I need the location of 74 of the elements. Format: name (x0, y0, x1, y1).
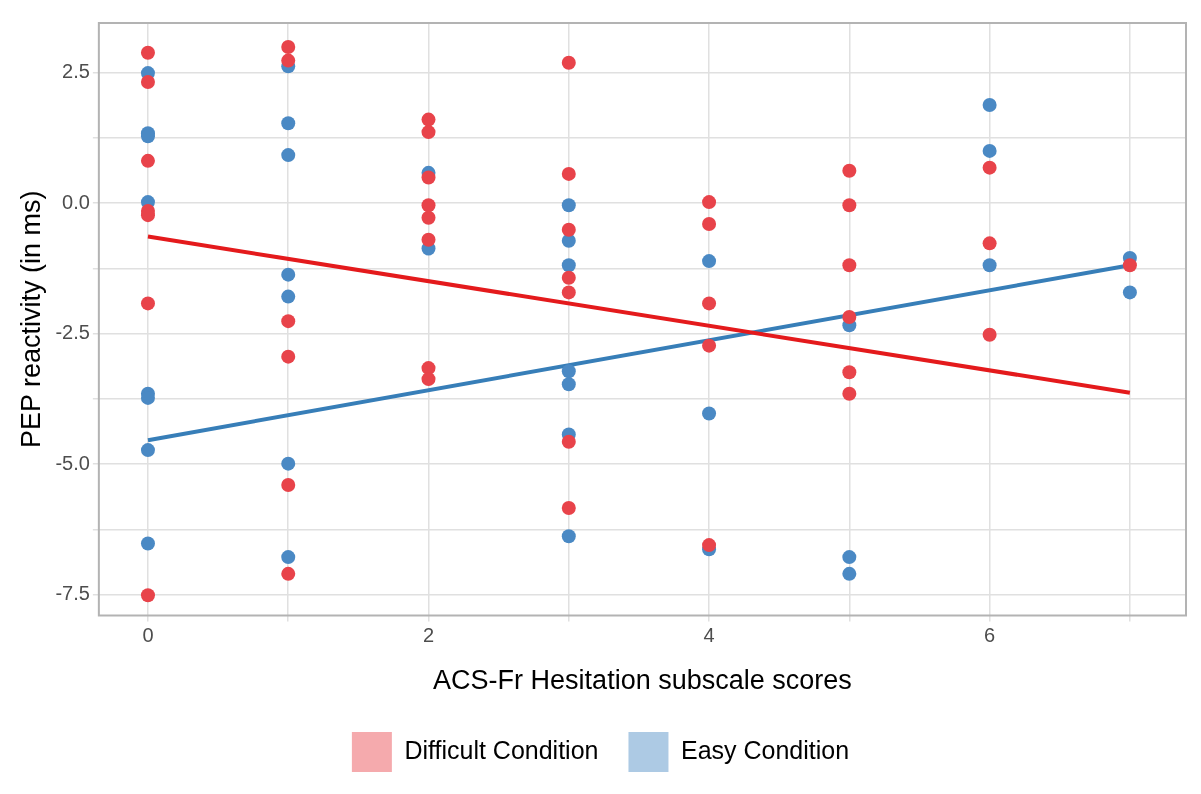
point (982, 143, 997, 158)
point (982, 97, 997, 112)
point (281, 550, 296, 565)
point (421, 170, 436, 185)
point (982, 236, 997, 251)
point (281, 40, 296, 55)
point (561, 285, 576, 300)
point (281, 116, 296, 131)
point (561, 270, 576, 285)
point (281, 148, 296, 163)
x-tick-label: 4 (703, 624, 715, 647)
point (842, 386, 857, 401)
point (281, 566, 296, 581)
point (702, 217, 717, 232)
y-tick-label: 2.5 (62, 60, 90, 83)
point (281, 314, 296, 329)
point (842, 198, 857, 213)
point (140, 153, 155, 168)
point (561, 377, 576, 392)
point (561, 529, 576, 544)
point (140, 443, 155, 458)
point (421, 112, 436, 127)
point (421, 125, 436, 140)
point (421, 198, 436, 213)
point (982, 327, 997, 342)
point (561, 501, 576, 516)
x-tick-label: 0 (142, 624, 154, 647)
y-axis-title: PEP reactivity (in ms) (15, 190, 46, 449)
point (1122, 285, 1137, 300)
point (281, 53, 296, 68)
point (140, 536, 155, 551)
point (842, 163, 857, 178)
point (842, 550, 857, 565)
point (281, 289, 296, 304)
point (702, 296, 717, 311)
point (702, 254, 717, 269)
x-tick-label: 2 (422, 624, 435, 647)
point (842, 566, 857, 581)
point (842, 309, 857, 324)
point (281, 478, 296, 493)
point (561, 258, 576, 273)
point (702, 195, 717, 210)
y-tick-label: -2.5 (55, 321, 90, 344)
point (281, 349, 296, 364)
legend-label: Easy Condition (680, 735, 850, 764)
point (702, 538, 717, 553)
legend-label: Difficult Condition (404, 735, 599, 764)
point (561, 55, 576, 70)
point (140, 45, 155, 60)
point (421, 372, 436, 387)
point (281, 267, 296, 282)
point (702, 338, 717, 353)
point (140, 75, 155, 89)
point (421, 210, 436, 225)
point (982, 258, 997, 273)
point (982, 160, 997, 175)
point (561, 364, 576, 379)
point (281, 456, 296, 471)
point (421, 232, 436, 247)
y-tick-label: 0.0 (62, 190, 90, 213)
y-tick-label: -7.5 (55, 582, 90, 605)
point (561, 198, 576, 213)
point (1122, 258, 1137, 273)
x-axis-title: ACS-Fr Hesitation subscale scores (433, 665, 852, 696)
point (842, 258, 857, 273)
y-tick-label: -5.0 (55, 451, 90, 474)
point (561, 434, 576, 449)
x-tick-label: 6 (984, 624, 996, 647)
point (561, 166, 576, 181)
point (702, 406, 717, 421)
point (561, 222, 576, 237)
point (842, 365, 857, 380)
point (140, 588, 155, 603)
point (140, 296, 155, 311)
